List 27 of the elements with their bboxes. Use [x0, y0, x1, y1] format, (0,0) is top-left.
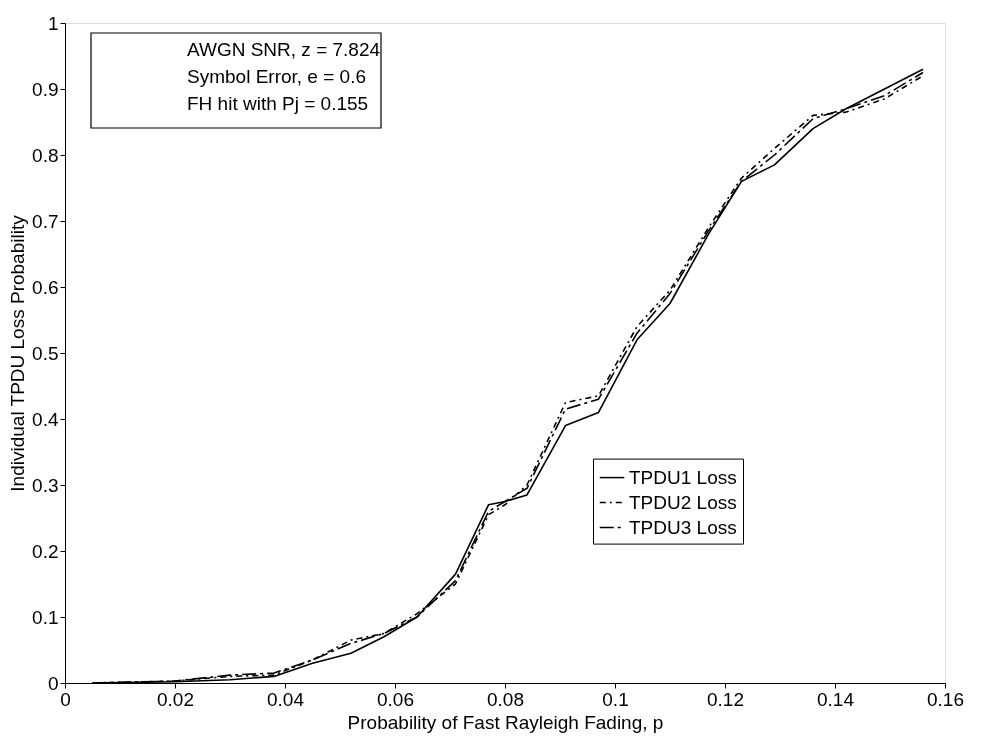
y-tick-label: 0.4 [32, 408, 59, 430]
annotation: FH hit with Pj = 0.155 [187, 93, 369, 114]
legend-label: TPDU3 Loss [629, 516, 737, 538]
x-tick-label: 0.04 [267, 688, 305, 710]
y-tick-label: 0 [47, 672, 59, 694]
legend-label: TPDU1 Loss [629, 466, 737, 488]
y-tick-label: 1 [47, 12, 59, 34]
y-tick-label: 0.5 [32, 342, 59, 364]
annotation: AWGN SNR, z = 7.824 [187, 39, 381, 60]
x-tick-label: 0.12 [707, 688, 744, 710]
legend-label: TPDU2 Loss [629, 491, 737, 513]
x-tick-label: 0.16 [927, 688, 964, 710]
annotation: Symbol Error, e = 0.6 [187, 66, 366, 87]
x-tick-label: 0.02 [157, 688, 194, 710]
y-tick-label: 0.3 [32, 474, 59, 496]
y-axis-title: Individual TPDU Loss Probability [7, 214, 29, 492]
y-tick-label: 0.6 [32, 276, 59, 298]
x-tick-label: 0.14 [817, 688, 855, 710]
x-tick-label: 0.08 [487, 688, 524, 710]
y-tick-label: 0.1 [32, 606, 59, 628]
x-tick-label: 0.1 [602, 688, 629, 710]
y-tick-label: 0.7 [32, 210, 59, 232]
y-tick-label: 0.2 [32, 540, 59, 562]
x-axis-title: Probability of Fast Rayleigh Fading, p [347, 711, 664, 733]
y-tick-label: 0.9 [32, 78, 59, 100]
x-tick-label: 0.06 [377, 688, 414, 710]
y-tick-label: 0.8 [32, 144, 59, 166]
